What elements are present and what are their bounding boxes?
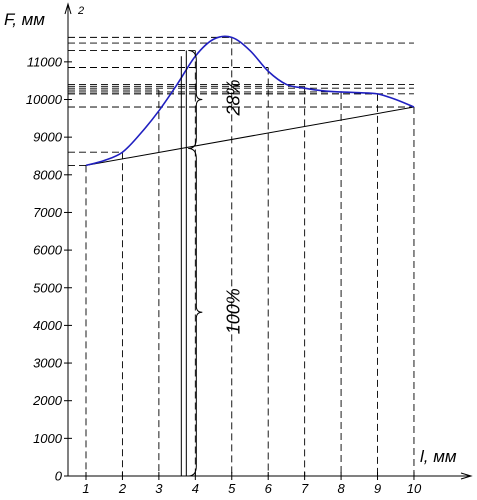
reference-line-layer [85, 106, 415, 166]
x-tick-label: 5 [228, 481, 236, 496]
y-axis-arrow [64, 2, 72, 15]
y-tick-label: 1000 [33, 431, 63, 446]
x-axis-arrow [460, 472, 473, 480]
y-axis-label: F, мм [4, 10, 45, 29]
y-tick-label: 10000 [26, 92, 63, 107]
curve-layer [85, 35, 415, 167]
x-tick-label: 9 [374, 481, 381, 496]
x-tick-label: 8 [337, 481, 345, 496]
y-tick-label: 6000 [33, 243, 63, 258]
dashed-guides [68, 36, 415, 476]
annotation-28-percent: 28% [223, 79, 243, 116]
x-tick-label: 4 [192, 481, 199, 496]
y-tick-label: 8000 [33, 167, 63, 182]
y-tick-label: 7000 [33, 205, 63, 220]
x-tick-label: 3 [155, 481, 163, 496]
x-tick-label: 10 [407, 481, 422, 496]
x-tick-label: 7 [301, 481, 309, 496]
y-tick-label: 5000 [33, 280, 63, 295]
tick-labels: 0 1000 2000 3000 4000 5000 6000 7000 8000 9000 100… [26, 54, 422, 496]
y-tick-label: 4000 [33, 318, 63, 333]
brace-28 [188, 50, 203, 149]
y-axis-label-superscript: 2 [77, 5, 84, 17]
brace-100 [188, 147, 203, 477]
y-tick-label: 2000 [32, 393, 63, 408]
y-tick-label: 9000 [33, 130, 63, 145]
x-tick-label: 6 [265, 481, 273, 496]
x-axis-label: l, мм [420, 447, 457, 466]
annotation-100-percent: 100% [223, 288, 243, 334]
data-series-line [85, 35, 415, 167]
axes [64, 2, 473, 480]
x-tick-label: 2 [118, 481, 127, 496]
y-tick-label: 0 [55, 469, 63, 484]
annotations: 28% 100% [180, 50, 243, 477]
reference-line [85, 106, 415, 166]
y-tick-label: 3000 [33, 356, 63, 371]
y-tick-label: 11000 [27, 54, 63, 69]
x-tick-label: 1 [82, 481, 89, 496]
